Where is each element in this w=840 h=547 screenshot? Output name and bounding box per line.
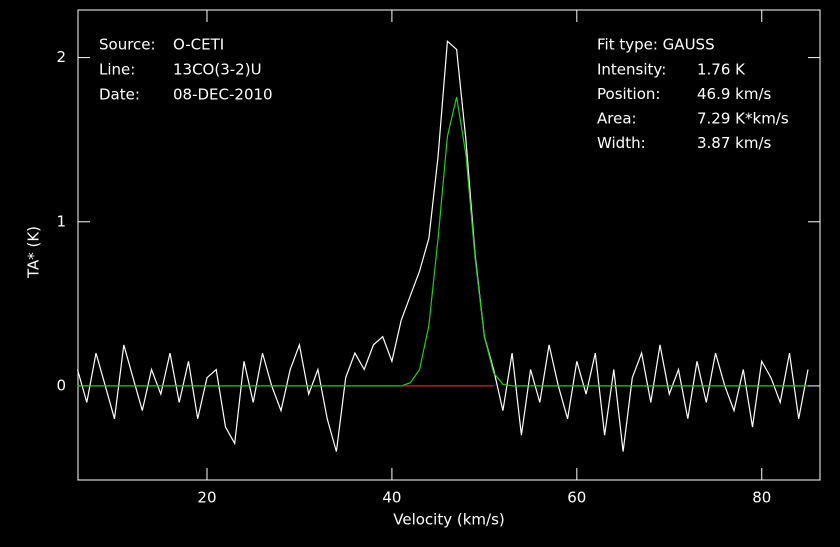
info-label: Date:	[99, 86, 140, 104]
x-tick-label: 80	[752, 489, 771, 507]
info-label: Source:	[99, 36, 156, 54]
info-value: 13CO(3-2)U	[173, 61, 262, 79]
fit-label: Area:	[597, 110, 637, 128]
series-line	[76, 39, 809, 452]
fit-type: Fit type: GAUSS	[597, 36, 715, 54]
info-value: 08-DEC-2010	[173, 86, 273, 104]
series-line	[77, 96, 808, 387]
x-axis-label: Velocity (km/s)	[393, 511, 504, 529]
y-axis-label: TA* (K)	[25, 226, 43, 279]
x-tick-label: 60	[567, 489, 586, 507]
y-tick-label: 2	[56, 48, 66, 66]
x-tick-label: 40	[382, 489, 401, 507]
fit-value: 1.76 K	[697, 61, 746, 79]
y-tick-label: 1	[56, 212, 66, 230]
info-value: O-CETI	[173, 36, 224, 54]
fit-value: 46.9 km/s	[697, 85, 772, 103]
fit-value: 3.87 km/s	[697, 134, 772, 152]
fit-label: Width:	[597, 134, 646, 152]
fit-label: Intensity:	[597, 61, 666, 79]
x-tick-label: 20	[197, 489, 216, 507]
y-tick-label: 0	[56, 376, 66, 394]
fit-value: 7.29 K*km/s	[697, 110, 789, 128]
info-label: Line:	[99, 61, 135, 79]
fit-label: Position:	[597, 85, 660, 103]
plot-frame	[77, 9, 821, 481]
